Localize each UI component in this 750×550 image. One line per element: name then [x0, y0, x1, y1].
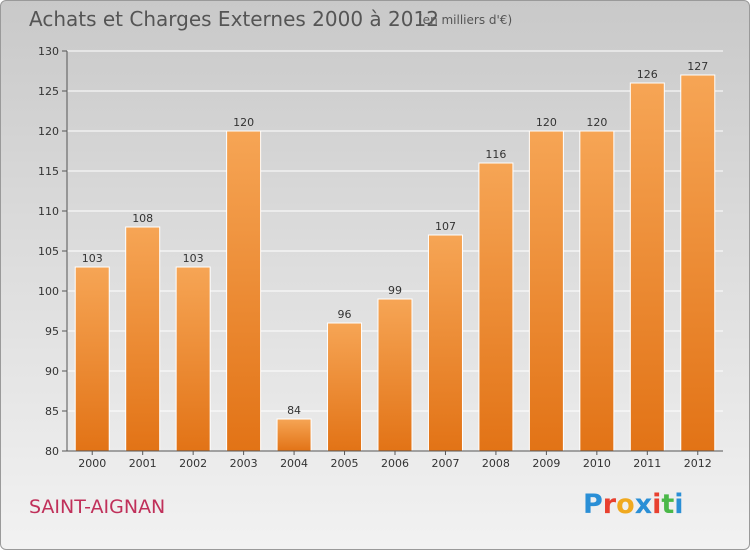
- y-tick-label: 120: [38, 125, 59, 138]
- value-label: 84: [287, 404, 301, 417]
- bar-2000: [74, 266, 110, 452]
- bar-2006: [377, 298, 413, 452]
- x-tick-label: 2003: [230, 457, 258, 470]
- y-tick-label: 105: [38, 245, 59, 258]
- x-tick-label: 2000: [78, 457, 106, 470]
- location-name: SAINT-AIGNAN: [29, 496, 166, 518]
- chart-subtitle: (en milliers d'€): [418, 13, 513, 27]
- chart-title: Achats et Charges Externes 2000 à 2012: [29, 7, 439, 31]
- bar-2008: [478, 162, 514, 452]
- value-label: 120: [586, 116, 607, 129]
- bar-2007: [427, 234, 463, 452]
- bar-2009: [528, 130, 564, 452]
- value-label: 96: [338, 308, 352, 321]
- y-tick-label: 100: [38, 285, 59, 298]
- proxiti-logo: Proxiti: [583, 489, 684, 520]
- bar-2002: [175, 266, 211, 452]
- logo-letter: i: [652, 489, 662, 520]
- bar-2004: [276, 418, 312, 452]
- x-tick-label: 2004: [280, 457, 308, 470]
- x-tick-label: 2008: [482, 457, 510, 470]
- value-label: 107: [435, 220, 456, 233]
- y-tick-label: 130: [38, 45, 59, 58]
- y-tick-label: 80: [45, 445, 59, 458]
- logo-letter: i: [674, 489, 684, 520]
- value-label: 108: [132, 212, 153, 225]
- bar-2010: [579, 130, 615, 452]
- bar-2001: [125, 226, 161, 452]
- logo-letter: t: [661, 489, 675, 520]
- axes: [62, 50, 723, 455]
- x-tick-label: 2002: [179, 457, 207, 470]
- x-tick-label: 2001: [129, 457, 157, 470]
- bar-2012: [680, 74, 716, 452]
- x-tick-label: 2011: [633, 457, 661, 470]
- value-label: 127: [687, 60, 708, 73]
- x-tick-label: 2010: [583, 457, 611, 470]
- logo-letter: x: [634, 489, 653, 520]
- y-tick-label: 115: [38, 165, 59, 178]
- logo-letter: r: [602, 489, 617, 520]
- x-tick-label: 2007: [431, 457, 459, 470]
- bars: [74, 74, 716, 452]
- value-label: 103: [82, 252, 103, 265]
- y-tick-label: 110: [38, 205, 59, 218]
- x-tick-label: 2005: [331, 457, 359, 470]
- x-tick-label: 2012: [684, 457, 712, 470]
- value-label: 99: [388, 284, 402, 297]
- value-label: 120: [233, 116, 254, 129]
- y-tick-label: 95: [45, 325, 59, 338]
- y-tick-label: 125: [38, 85, 59, 98]
- bar-2011: [629, 82, 665, 452]
- y-tick-label: 85: [45, 405, 59, 418]
- value-label: 116: [485, 148, 506, 161]
- value-label: 103: [183, 252, 204, 265]
- bar-2005: [327, 322, 363, 452]
- value-label: 120: [536, 116, 557, 129]
- y-tick-label: 90: [45, 365, 59, 378]
- bar-2003: [226, 130, 262, 452]
- logo-letter: o: [616, 489, 635, 520]
- value-label: 126: [637, 68, 658, 81]
- labels: 80 85 90 95 100 105 110 115 120 125 130 103 2000 108 2…: [38, 45, 712, 470]
- logo-letter: P: [583, 489, 603, 520]
- x-tick-label: 2009: [532, 457, 560, 470]
- x-tick-label: 2006: [381, 457, 409, 470]
